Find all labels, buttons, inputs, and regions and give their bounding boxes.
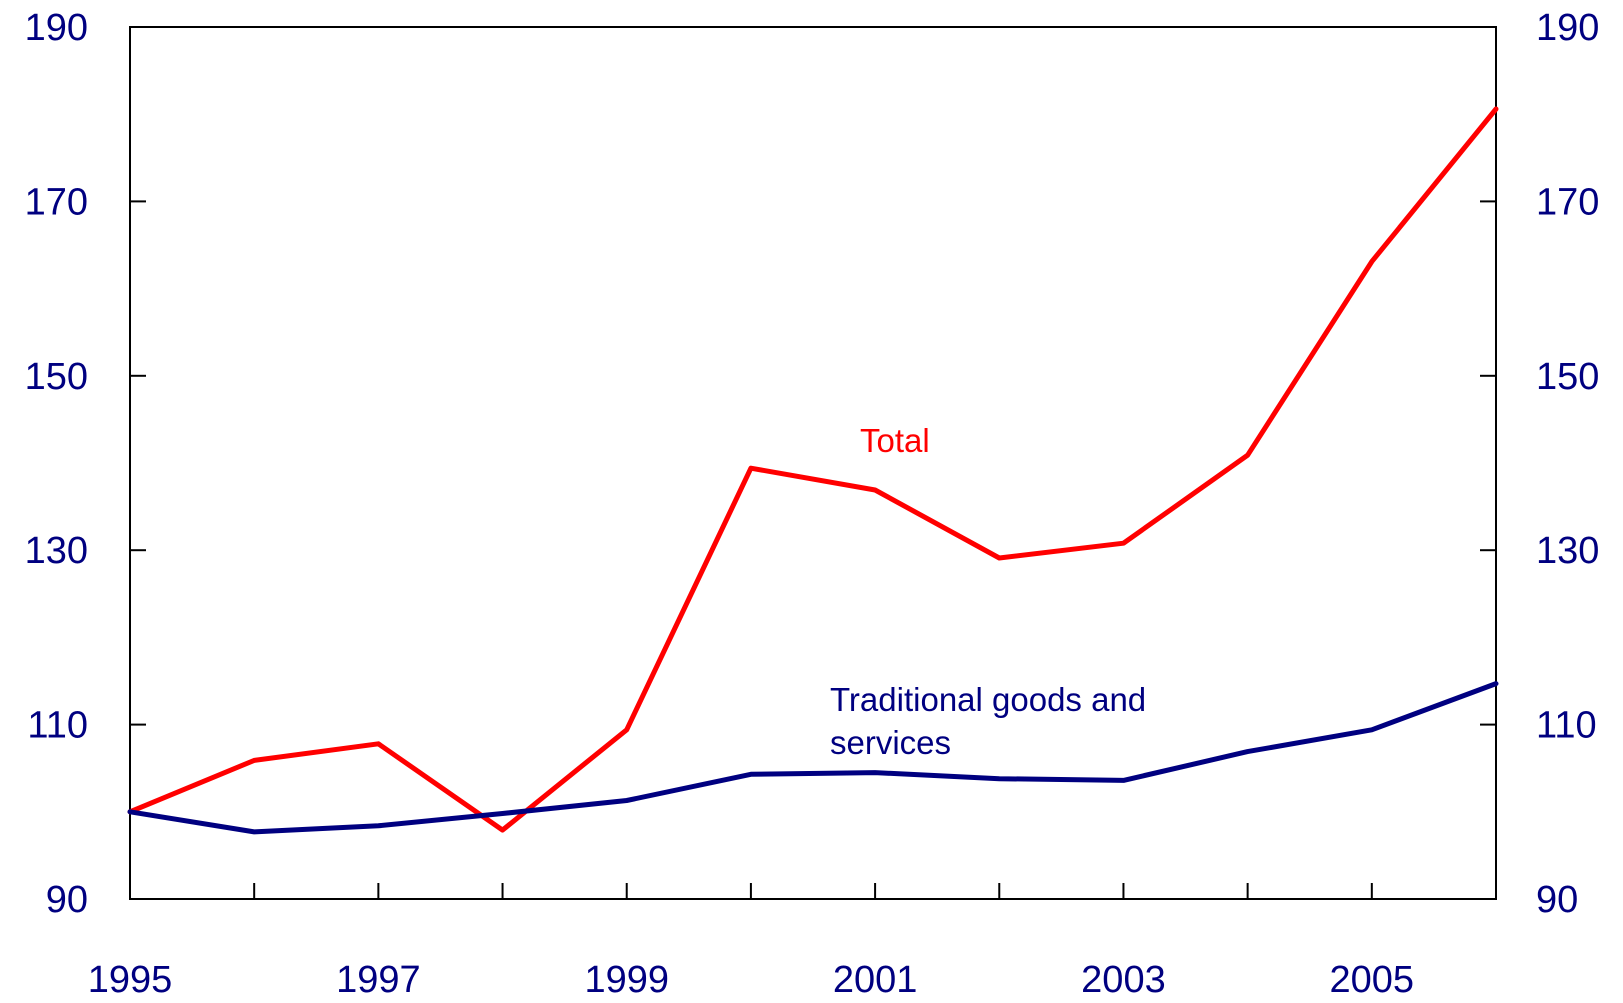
- series-label-total: Total: [860, 422, 930, 459]
- x-tick-label-1997: 1997: [336, 959, 421, 998]
- y-tick-label-right-150: 150: [1536, 356, 1599, 398]
- y-tick-label-right-130: 130: [1536, 530, 1599, 572]
- y-tick-marks: [130, 26, 1496, 900]
- series-line-traditional: [127, 681, 1499, 835]
- y-tick-label-left-170: 170: [25, 181, 88, 223]
- y-tick-label-left-190: 190: [25, 7, 88, 49]
- x-tick-label-1999: 1999: [584, 959, 669, 998]
- y-tick-label-right-190: 190: [1536, 7, 1599, 49]
- y-tick-label-right-110: 110: [1536, 705, 1597, 747]
- x-tick-marks: [129, 883, 1497, 899]
- series-label-traditional: Traditional goods and services: [830, 681, 1155, 761]
- x-tick-label-2003: 2003: [1081, 959, 1166, 998]
- series-lines: [127, 106, 1499, 835]
- y-tick-label-left-130: 130: [25, 530, 88, 572]
- y-tick-label-right-170: 170: [1536, 181, 1599, 223]
- series-label-traditional-line1: Traditional goods and: [830, 681, 1146, 718]
- y-tick-label-left-150: 150: [25, 356, 88, 398]
- tick-labels: 1995 1997 1999 2001 2003 2005 90 110 130 150 170 19…: [25, 7, 1600, 1001]
- x-tick-label-2005: 2005: [1330, 959, 1415, 998]
- plot-frame: [129, 26, 1497, 900]
- y-tick-label-right-90: 90: [1536, 879, 1578, 921]
- series-label-traditional-line2: services: [830, 724, 951, 761]
- x-tick-label-1995: 1995: [88, 959, 173, 998]
- y-tick-label-left-110: 110: [27, 705, 88, 747]
- x-tick-label-2001: 2001: [833, 959, 918, 998]
- y-tick-label-left-90: 90: [46, 879, 88, 921]
- series-line-total: [127, 106, 1499, 833]
